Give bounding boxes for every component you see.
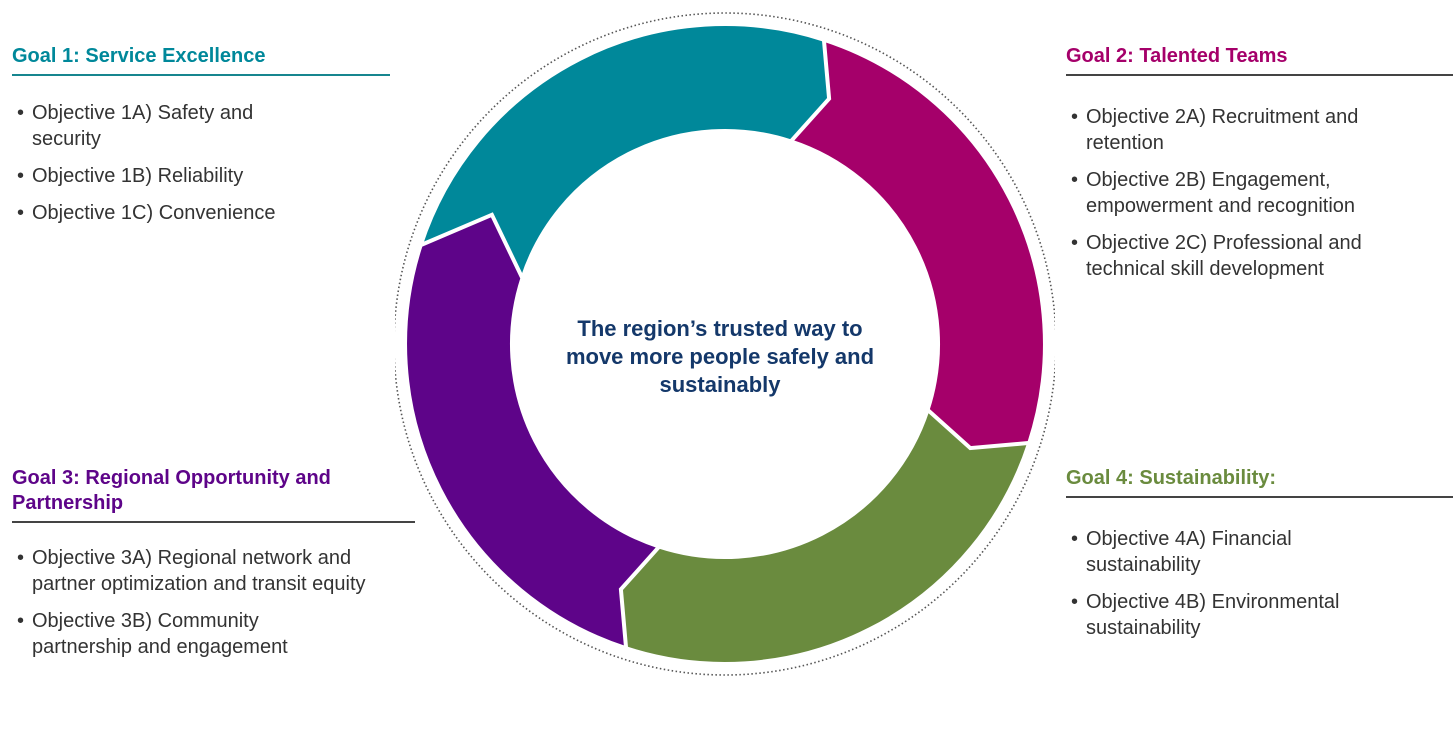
goal-3-arrow-segment	[403, 212, 663, 652]
goal-4-arrow-segment	[593, 406, 1033, 666]
objective-4a: Objective 4A) Financial sustainability	[1066, 526, 1336, 578]
objective-1a: Objective 1A) Safety and security	[12, 100, 302, 152]
goal-3-title: Goal 3: Regional Opportunity and Partner…	[12, 466, 415, 523]
objective-1c: Objective 1C) Convenience	[12, 200, 390, 226]
goal-1-objectives: Objective 1A) Safety and security Object…	[12, 100, 390, 226]
goal-1-title: Goal 1: Service Excellence	[12, 44, 390, 76]
objective-3a: Objective 3A) Regional network and partn…	[12, 545, 387, 597]
objective-2a: Objective 2A) Recruitment and retention	[1066, 104, 1386, 156]
goal-3-block: Goal 3: Regional Opportunity and Partner…	[12, 466, 415, 671]
objective-2b: Objective 2B) Engagement, empowerment an…	[1066, 167, 1386, 219]
goal-2-objectives: Objective 2A) Recruitment and retention …	[1066, 104, 1453, 282]
objective-3b: Objective 3B) Community partnership and …	[12, 608, 332, 660]
goal-1-block: Goal 1: Service Excellence Objective 1A)…	[12, 44, 390, 237]
objective-2c: Objective 2C) Professional and technical…	[1066, 230, 1386, 282]
goal-2-block: Goal 2: Talented Teams Objective 2A) Rec…	[1066, 44, 1453, 293]
goal-4-title: Goal 4: Sustainability:	[1066, 466, 1453, 498]
objective-4b: Objective 4B) Environmental sustainabili…	[1066, 589, 1426, 641]
goal-4-block: Goal 4: Sustainability: Objective 4A) Fi…	[1066, 466, 1453, 652]
goal-3-objectives: Objective 3A) Regional network and partn…	[12, 545, 415, 660]
cycle-diagram	[395, 12, 1055, 676]
center-statement: The region’s trusted way to move more pe…	[565, 316, 875, 397]
goal-2-arrow-segment	[787, 36, 1047, 476]
objective-1b: Objective 1B) Reliability	[12, 163, 390, 189]
goal-4-objectives: Objective 4A) Financial sustainability O…	[1066, 526, 1453, 641]
goal-2-title: Goal 2: Talented Teams	[1066, 44, 1453, 76]
